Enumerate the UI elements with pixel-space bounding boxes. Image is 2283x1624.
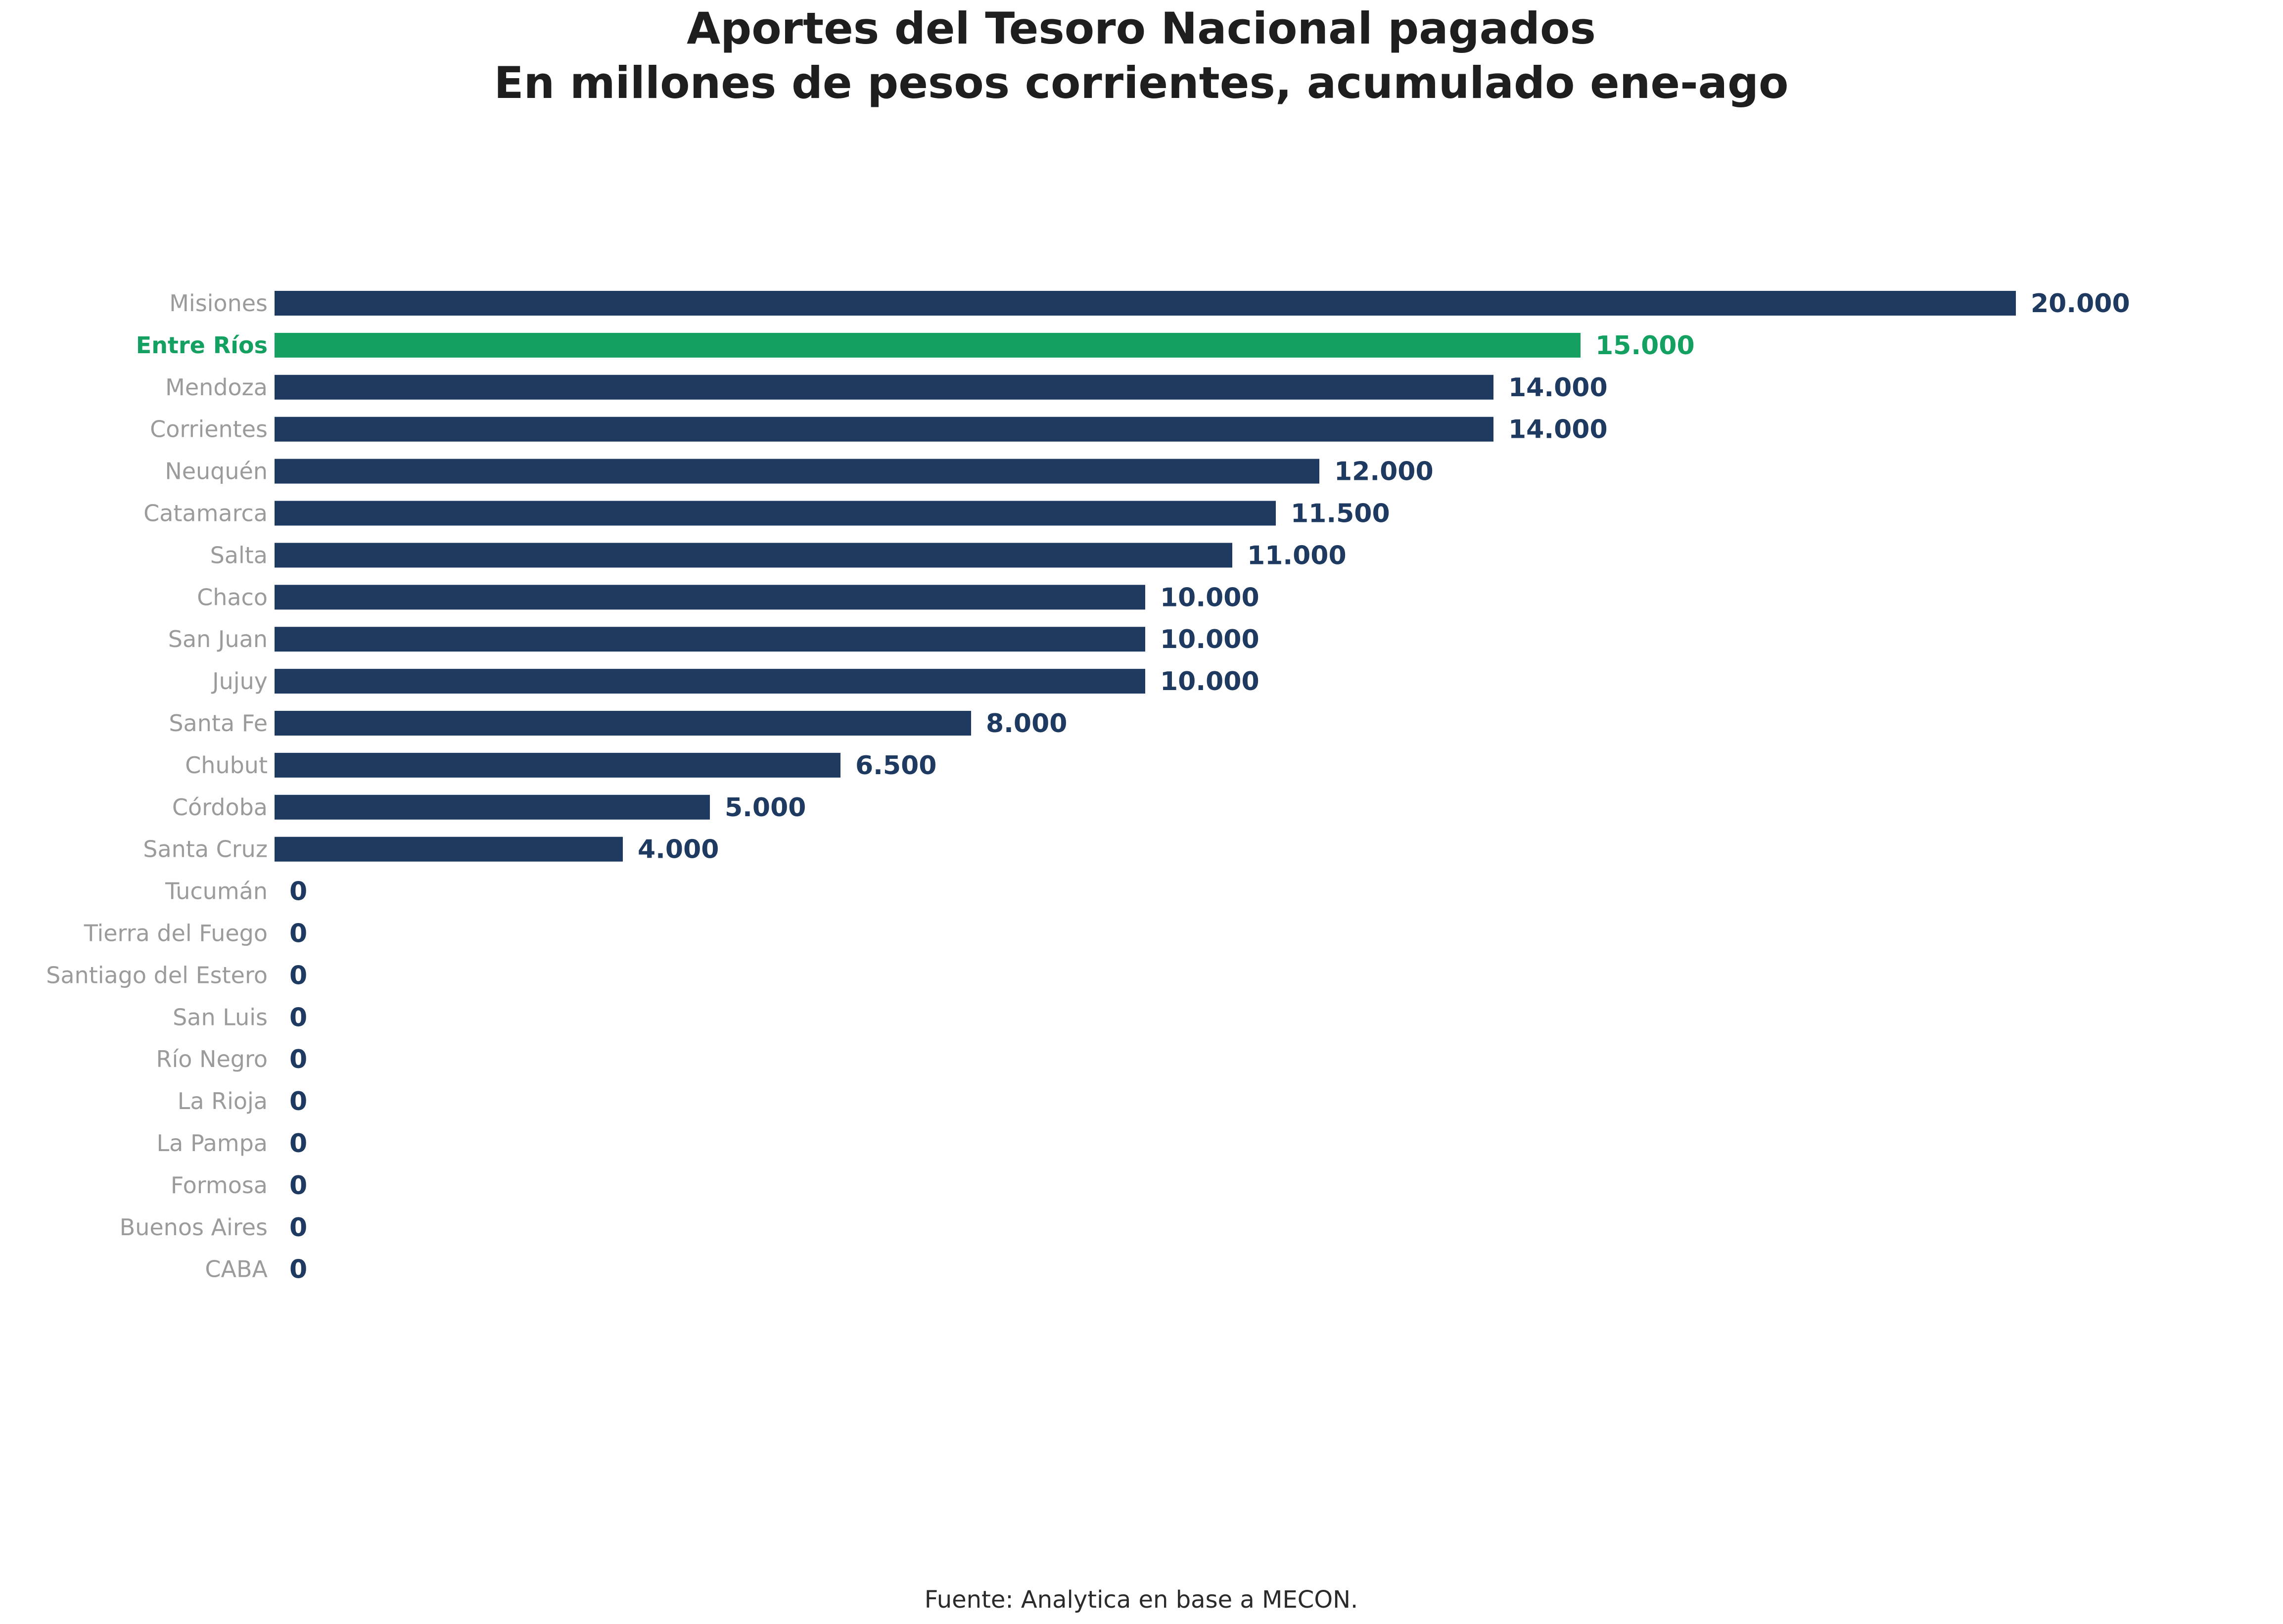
bar-jujuy xyxy=(275,669,1145,694)
bar-mendoza xyxy=(275,374,1493,400)
category-label-buenos-aires: Buenos Aires xyxy=(120,1214,268,1241)
bar-chaco xyxy=(275,585,1145,610)
value-label-tucuman: 0 xyxy=(289,877,307,907)
chart-subtitle: En millones de pesos corrientes, acumula… xyxy=(494,57,1789,108)
value-label-santiago-del-estero: 0 xyxy=(289,961,307,990)
value-label-santa-fe: 8.000 xyxy=(986,709,1067,739)
value-label-la-rioja: 0 xyxy=(289,1087,307,1116)
bar-misiones xyxy=(275,291,2016,316)
value-label-catamarca: 11.500 xyxy=(1291,499,1390,529)
value-label-formosa: 0 xyxy=(289,1171,307,1201)
value-label-tierra-del-fuego: 0 xyxy=(289,919,307,949)
plot-area: Misiones 20.000 Entre Ríos 15.000 Mendoza 14.… xyxy=(46,289,2130,1285)
bar-san-juan xyxy=(275,627,1145,652)
value-label-misiones: 20.000 xyxy=(2031,289,2130,319)
category-label-corrientes: Corrientes xyxy=(150,416,268,443)
value-label-corrientes: 14.000 xyxy=(1508,415,1608,445)
category-label-santiago-del-estero: Santiago del Estero xyxy=(46,962,268,988)
category-label-entre-rios: Entre Ríos xyxy=(136,332,268,359)
value-label-chubut: 6.500 xyxy=(855,751,936,781)
value-label-mendoza: 14.000 xyxy=(1508,373,1608,403)
category-label-jujuy: Jujuy xyxy=(211,668,268,695)
bar-salta xyxy=(275,543,1232,568)
value-label-san-juan: 10.000 xyxy=(1160,625,1259,654)
bar-santa-cruz xyxy=(275,836,623,862)
category-label-catamarca: Catamarca xyxy=(143,500,268,527)
category-label-santa-cruz: Santa Cruz xyxy=(143,836,268,863)
value-label-la-pampa: 0 xyxy=(289,1129,307,1159)
category-label-tucuman: Tucumán xyxy=(165,878,268,905)
value-label-chaco: 10.000 xyxy=(1160,583,1259,612)
category-label-misiones: Misiones xyxy=(169,290,268,317)
value-label-jujuy: 10.000 xyxy=(1160,667,1259,696)
category-label-caba: CABA xyxy=(205,1256,268,1283)
category-label-chaco: Chaco xyxy=(197,584,268,610)
value-label-san-luis: 0 xyxy=(289,1003,307,1032)
category-label-rio-negro: Río Negro xyxy=(156,1046,268,1072)
category-label-salta: Salta xyxy=(210,542,268,568)
category-label-la-pampa: La Pampa xyxy=(157,1130,268,1157)
category-label-san-juan: San Juan xyxy=(168,626,268,652)
category-label-mendoza: Mendoza xyxy=(165,374,268,401)
category-label-chubut: Chubut xyxy=(185,752,268,779)
bar-chubut xyxy=(275,752,840,778)
value-label-rio-negro: 0 xyxy=(289,1045,307,1074)
category-label-la-rioja: La Rioja xyxy=(178,1088,268,1114)
category-label-tierra-del-fuego: Tierra del Fuego xyxy=(84,920,268,947)
bar-santa-fe xyxy=(275,711,971,736)
category-label-formosa: Formosa xyxy=(171,1172,268,1199)
category-label-neuquen: Neuquén xyxy=(165,458,268,485)
value-label-neuquen: 12.000 xyxy=(1334,457,1434,487)
value-label-entre-rios: 15.000 xyxy=(1595,331,1695,361)
value-label-buenos-aires: 0 xyxy=(289,1213,307,1243)
category-label-san-luis: San Luis xyxy=(173,1004,268,1030)
bar-neuquen xyxy=(275,459,1319,484)
value-label-santa-cruz: 4.000 xyxy=(638,835,719,865)
category-label-santa-fe: Santa Fe xyxy=(169,710,268,737)
bar-catamarca xyxy=(275,501,1276,526)
chart-title: Aportes del Tesoro Nacional pagados xyxy=(687,3,1596,54)
bar-corrientes xyxy=(275,417,1493,442)
value-label-caba: 0 xyxy=(289,1255,307,1285)
chart-source: Fuente: Analytica en base a MECON. xyxy=(925,1586,1358,1614)
bar-cordoba xyxy=(275,794,710,820)
bar-entre-rios xyxy=(275,332,1581,358)
value-label-cordoba: 5.000 xyxy=(725,793,806,823)
value-label-salta: 11.000 xyxy=(1247,541,1347,570)
category-label-cordoba: Córdoba xyxy=(172,794,268,821)
